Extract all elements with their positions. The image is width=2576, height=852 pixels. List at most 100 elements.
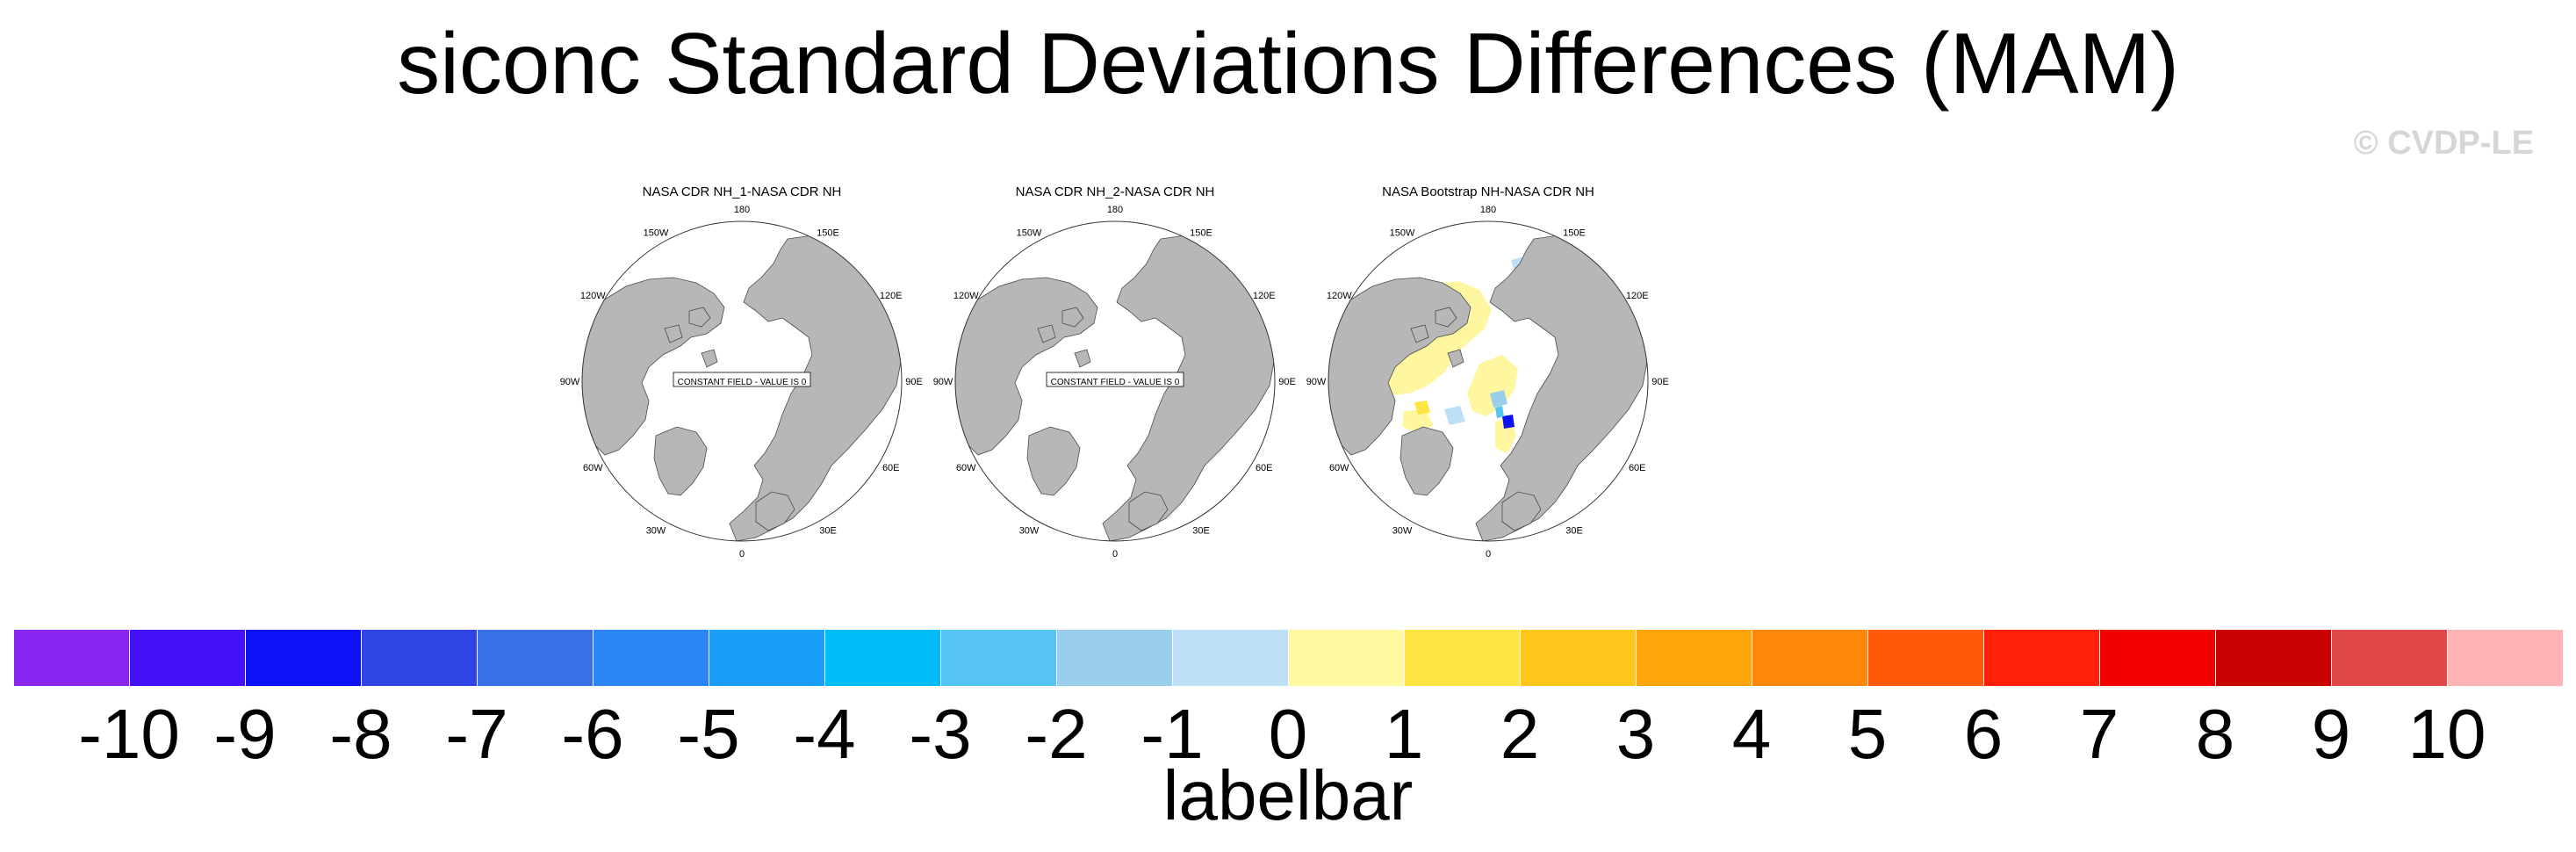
labelbar-box <box>940 629 1057 687</box>
longitude-label: 180 <box>1480 206 1496 215</box>
longitude-label: 120W <box>1327 291 1352 301</box>
constant-field-label: CONSTANT FIELD - VALUE IS 0 <box>678 378 807 387</box>
figure-title: siconc Standard Deviations Differences (… <box>397 15 2179 112</box>
longitude-label: 150E <box>1563 227 1586 238</box>
panel-title: NASA CDR NH_1-NASA CDR NH <box>642 184 842 199</box>
map-panel-2: NASA CDR NH_2-NASA CDR NH 180 150E 120E 90E… <box>931 176 1299 562</box>
longitude-label: 0 <box>1486 549 1491 560</box>
labelbar-tick: 1 <box>1384 695 1424 773</box>
labelbar-tick: -6 <box>561 695 624 773</box>
labelbar-tick: -3 <box>909 695 972 773</box>
labelbar-tick: -4 <box>793 695 856 773</box>
longitude-label: 120W <box>953 291 979 301</box>
land-mass <box>1447 349 1464 368</box>
labelbar-box <box>2099 629 2216 687</box>
anomaly-patch <box>1495 406 1504 418</box>
anomaly-patch <box>1444 406 1465 425</box>
map-boundary <box>581 220 903 542</box>
longitude-label: 30W <box>1392 526 1413 537</box>
land-mass <box>582 277 725 456</box>
longitude-label: 150E <box>1190 227 1212 238</box>
land-mass <box>1074 349 1091 368</box>
longitude-label: 90E <box>1278 377 1296 387</box>
longitude-label: 0 <box>739 549 745 560</box>
polar-map: 180 150E 120E 90E 60E 30E 0 30W 60W 90W 120W 150W CO… <box>933 206 1296 560</box>
labelbar-tick: -1 <box>1140 695 1204 773</box>
labelbar-tick: -7 <box>445 695 508 773</box>
labelbar-tick: -5 <box>677 695 740 773</box>
labelbar-tick: 10 <box>2407 695 2486 773</box>
longitude-label: 90W <box>1306 377 1327 387</box>
land-mass <box>701 349 718 368</box>
polar-map: 180 150E 120E 90E 60E 30E 0 30W 60W 90W 120W 150W <box>1306 206 1669 560</box>
labelbar-tick: -8 <box>329 695 392 773</box>
longitude-label: 120E <box>1253 291 1276 301</box>
longitude-label: 90E <box>905 377 923 387</box>
labelbar-box <box>13 629 130 687</box>
map-boundary <box>1328 220 1649 542</box>
labelbar-title: labelbar <box>1162 756 1414 834</box>
longitude-label: 120W <box>580 291 606 301</box>
land-mass <box>1400 426 1454 496</box>
map-boundary <box>954 220 1276 542</box>
land-mass <box>1026 426 1081 496</box>
longitude-label: 90E <box>1651 377 1669 387</box>
labelbar-box <box>2331 629 2448 687</box>
labelbar-tick: -10 <box>78 695 180 773</box>
longitude-label: 0 <box>1112 549 1118 560</box>
longitude-label: 180 <box>734 206 750 215</box>
labelbar-tick: 2 <box>1500 695 1540 773</box>
map-panel-1: NASA CDR NH_1-NASA CDR NH 180 150E 120E 90E… <box>558 176 926 562</box>
constant-field-label: CONSTANT FIELD - VALUE IS 0 <box>1051 378 1180 387</box>
labelbar-box <box>245 629 362 687</box>
land-mass <box>755 491 795 531</box>
longitude-label: 60W <box>956 463 976 473</box>
land-mass <box>1128 491 1169 531</box>
anomaly-patch <box>1502 415 1515 429</box>
longitude-label: 60W <box>1329 463 1349 473</box>
longitude-label: 180 <box>1107 206 1123 215</box>
longitude-label: 120E <box>1626 291 1649 301</box>
longitude-label: 30W <box>646 526 666 537</box>
constant-field-box <box>1046 372 1184 387</box>
longitude-label: 30W <box>1019 526 1040 537</box>
anomaly-patch <box>1414 401 1430 415</box>
labelbar-tick: 3 <box>1615 695 1656 773</box>
land-mass <box>664 324 683 343</box>
land-mass <box>955 277 1098 456</box>
land-mass <box>1037 324 1056 343</box>
labelbar-tick: 8 <box>2195 695 2235 773</box>
labelbar-tick: 0 <box>1268 695 1308 773</box>
labelbar-box <box>2215 629 2332 687</box>
labelbar-tick: -2 <box>1025 695 1088 773</box>
land-mass <box>653 426 708 496</box>
labelbar <box>13 629 2564 689</box>
watermark: © CVDP-LE <box>2353 125 2534 162</box>
labelbar-box <box>361 629 478 687</box>
anomaly-patch <box>1490 390 1507 408</box>
labelbar-tick: -9 <box>213 695 277 773</box>
longitude-label: 150W <box>1390 227 1415 238</box>
longitude-label: 30E <box>1565 526 1583 537</box>
longitude-label: 150W <box>1017 227 1042 238</box>
land-mass <box>1061 307 1084 328</box>
labelbar-box <box>824 629 941 687</box>
longitude-label: 30E <box>819 526 837 537</box>
land-mass <box>688 307 711 328</box>
labelbar-box <box>477 629 594 687</box>
constant-field-box <box>673 372 811 387</box>
land-mass <box>1410 324 1429 343</box>
anomaly-patch <box>1402 409 1434 432</box>
labelbar-box <box>593 629 709 687</box>
longitude-label: 60E <box>882 463 900 473</box>
longitude-label: 120E <box>880 291 903 301</box>
labelbar-tick: 4 <box>1731 695 1772 773</box>
land-mass <box>1328 277 1471 456</box>
labelbar-box <box>129 629 246 687</box>
labelbar-box <box>1520 629 1637 687</box>
labelbar-tick: 7 <box>2079 695 2119 773</box>
longitude-label: 60E <box>1629 463 1646 473</box>
panel-title: NASA Bootstrap NH-NASA CDR NH <box>1382 184 1594 199</box>
labelbar-box <box>1867 629 1984 687</box>
longitude-label: 150E <box>817 227 839 238</box>
